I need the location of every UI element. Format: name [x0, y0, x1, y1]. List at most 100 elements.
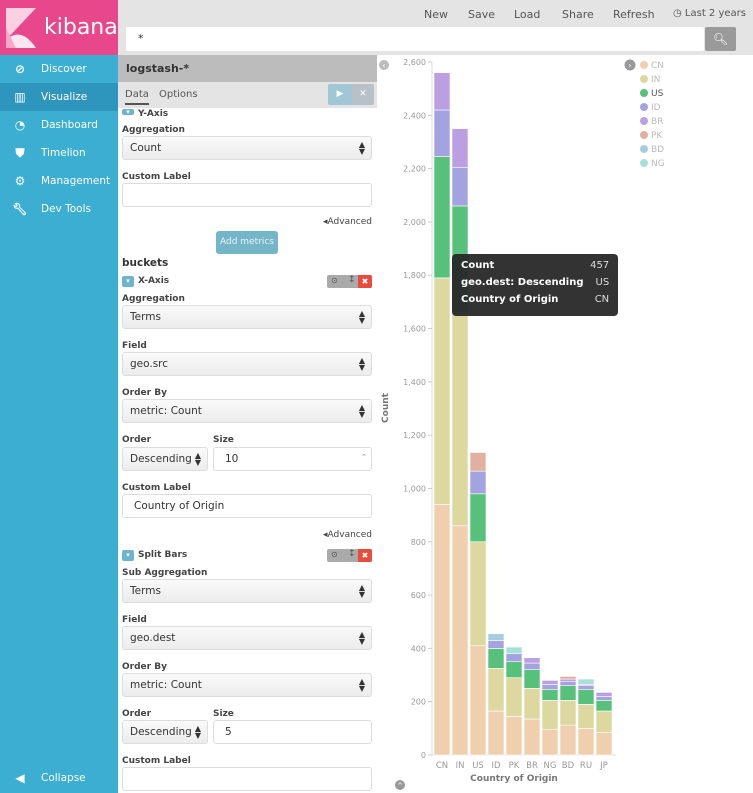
tab-data[interactable]: Data	[125, 89, 149, 105]
bar-segment-RU-NG[interactable]	[577, 678, 595, 685]
tab-options[interactable]: Options	[159, 89, 198, 100]
bar-segment-ID-BD[interactable]	[487, 633, 505, 641]
x-field-select[interactable]: geo.src ▲ ▼	[122, 352, 372, 376]
bar-segment-JP-IN[interactable]	[595, 710, 613, 733]
sidebar-item-dev-tools[interactable]: 🔧︎ Dev Tools	[0, 195, 118, 223]
bar-segment-IN-IN[interactable]	[451, 312, 469, 527]
split-custom-label-input[interactable]	[122, 767, 372, 791]
collapse-toggle-icon[interactable]: ▾	[122, 109, 134, 116]
bar-segment-CN-US[interactable]	[433, 156, 451, 279]
bar-segment-US-PK[interactable]	[469, 452, 487, 472]
bar-segment-BD-ID[interactable]	[559, 681, 577, 686]
bar-segment-CN-CN[interactable]	[433, 504, 451, 756]
sidebar-item-management[interactable]: ⚙ Management	[0, 167, 118, 195]
search-button[interactable]: 🔍︎	[705, 27, 736, 51]
bar-segment-BR-IN[interactable]	[523, 688, 541, 720]
bar-segment-ID-IN[interactable]	[487, 668, 505, 712]
bar-segment-JP-US[interactable]	[595, 700, 613, 712]
legend-item-BR[interactable]: BR	[640, 117, 663, 127]
bar-segment-BR-US[interactable]	[523, 669, 541, 689]
bar-segment-NG-ID[interactable]	[541, 684, 559, 690]
bar-segment-BD-IN[interactable]	[559, 700, 577, 726]
bar-segment-BD-CN[interactable]	[559, 724, 577, 756]
reorder-icon[interactable]: ↕	[348, 549, 356, 559]
bar-segment-NG-US[interactable]	[541, 689, 559, 701]
bar-segment-BR-BR[interactable]	[523, 657, 541, 664]
advanced-toggle[interactable]: ◂Advanced	[323, 217, 372, 227]
split-order-select[interactable]: Descending ▲ ▼	[122, 720, 208, 744]
bar-segment-JP-ID[interactable]	[595, 696, 613, 701]
discard-changes-button[interactable]: ✕	[352, 84, 374, 105]
bar-segment-PK-NG[interactable]	[505, 646, 523, 655]
bar-segment-IN-BR[interactable]	[451, 128, 469, 168]
apply-changes-button[interactable]: ▶	[328, 84, 352, 105]
query-input[interactable]: *	[126, 27, 704, 51]
y-custom-label-input[interactable]	[122, 183, 372, 207]
split-field-select[interactable]: geo.dest ▲ ▼	[122, 626, 372, 650]
legend-toggle-icon[interactable]: ›	[624, 59, 636, 71]
bar-segment-CN-ID[interactable]	[433, 109, 451, 157]
collapse-toggle-icon[interactable]: ▾	[122, 276, 134, 287]
bar-segment-BR-ID[interactable]	[523, 662, 541, 671]
bar-segment-RU-IN[interactable]	[577, 704, 595, 729]
legend-item-CN[interactable]: CN	[640, 61, 664, 71]
collapse-editor-icon[interactable]: ‹	[379, 60, 389, 70]
remove-split-bars-button[interactable]: ✖	[358, 549, 372, 562]
split-size-input[interactable]: 5	[213, 720, 372, 744]
x-order-by-select[interactable]: metric: Count ▲ ▼	[122, 399, 372, 423]
bar-segment-CN-IN[interactable]	[433, 277, 451, 505]
split-aggregation-select[interactable]: Terms ▲ ▼	[122, 579, 372, 603]
sidebar-item-visualize[interactable]: ▥ Visualize	[0, 83, 118, 111]
bar-segment-PK-ID[interactable]	[505, 653, 523, 663]
legend-item-IN[interactable]: IN	[640, 75, 660, 85]
save-button[interactable]: Save	[468, 8, 496, 21]
bar-segment-ID-US[interactable]	[487, 648, 505, 669]
legend-item-BD[interactable]: BD	[640, 145, 664, 155]
time-picker[interactable]: ◷ Last 2 years	[673, 8, 746, 19]
toggle-icon[interactable]: ⊙	[331, 550, 338, 559]
stepper-icon[interactable]: ⌃	[361, 453, 367, 461]
x-aggregation-select[interactable]: Terms ▲ ▼	[122, 305, 372, 329]
reorder-icon[interactable]: ↕	[348, 275, 356, 285]
bar-segment-PK-IN[interactable]	[505, 677, 523, 717]
x-custom-label-input[interactable]: Country of Origin	[122, 494, 372, 518]
new-button[interactable]: New	[424, 8, 448, 21]
collapse-toggle-icon[interactable]: ▾	[122, 550, 134, 561]
bar-segment-NG-BR[interactable]	[541, 680, 559, 685]
bar-segment-PK-US[interactable]	[505, 661, 523, 679]
bar-segment-US-ID[interactable]	[469, 470, 487, 495]
bar-segment-BD-BR[interactable]	[559, 678, 577, 683]
bar-segment-US-US[interactable]	[469, 493, 487, 543]
bar-segment-ID-ID[interactable]	[487, 640, 505, 649]
bar-segment-NG-CN[interactable]	[541, 729, 559, 756]
share-button[interactable]: Share	[562, 8, 594, 21]
legend-item-NG[interactable]: NG	[640, 159, 665, 169]
load-button[interactable]: Load	[514, 8, 541, 21]
bar-segment-RU-US[interactable]	[577, 689, 595, 705]
x-order-select[interactable]: Descending ▲ ▼	[122, 447, 208, 471]
bar-segment-RU-CN[interactable]	[577, 728, 595, 756]
spy-toggle-icon[interactable]: ^	[395, 780, 405, 790]
toggle-icon[interactable]: ⊙	[331, 276, 338, 285]
bar-segment-US-CN[interactable]	[469, 645, 487, 756]
sidebar-item-timelion[interactable]: ⛊ Timelion	[0, 139, 118, 167]
legend-item-ID[interactable]: ID	[640, 103, 661, 113]
kibana-logo[interactable]: kibana	[0, 0, 118, 55]
x-size-input[interactable]: 10 ⌃	[213, 447, 372, 471]
bar-segment-PK-CN[interactable]	[505, 716, 523, 756]
bar-segment-JP-CN[interactable]	[595, 732, 613, 756]
bar-segment-BR-CN[interactable]	[523, 718, 541, 756]
bar-segment-JP-BR[interactable]	[595, 692, 613, 697]
bar-segment-US-IN[interactable]	[469, 541, 487, 647]
collapse-button[interactable]: ◀ Collapse	[0, 764, 118, 792]
sidebar-item-dashboard[interactable]: ◔ Dashboard	[0, 111, 118, 139]
remove-x-axis-button[interactable]: ✖	[358, 275, 372, 288]
y-aggregation-select[interactable]: Count ▲ ▼	[122, 136, 372, 160]
bar-segment-CN-BR[interactable]	[433, 72, 451, 111]
legend-item-PK[interactable]: PK	[640, 131, 663, 141]
add-metrics-button[interactable]: Add metrics	[216, 231, 278, 254]
bar-segment-ID-CN[interactable]	[487, 710, 505, 756]
bar-segment-NG-IN[interactable]	[541, 700, 559, 730]
refresh-button[interactable]: Refresh	[613, 8, 655, 21]
bar-segment-IN-ID[interactable]	[451, 166, 469, 207]
